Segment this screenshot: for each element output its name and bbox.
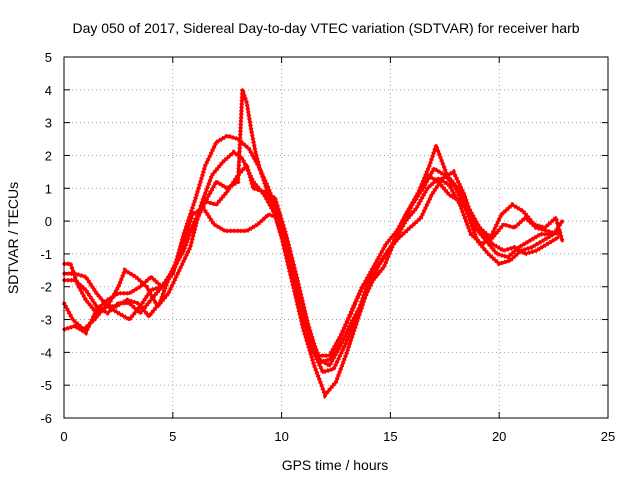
- ticks: [63, 56, 609, 419]
- x-tick-label: 5: [169, 429, 176, 444]
- x-tick-labels: 0 5 10 15 20 25: [60, 429, 615, 444]
- x-tick-label: 25: [601, 429, 615, 444]
- x-tick-label: 20: [492, 429, 506, 444]
- y-tick-label: 1: [45, 181, 52, 196]
- y-tick-label: 4: [45, 83, 52, 98]
- y-tick-label: 2: [45, 148, 52, 163]
- chart-title: Day 050 of 2017, Sidereal Day-to-day VTE…: [72, 20, 579, 36]
- x-tick-label: 10: [274, 429, 288, 444]
- y-tick-label: -6: [40, 411, 52, 426]
- plot-frame: [63, 56, 609, 419]
- y-tick-label: -4: [40, 345, 52, 360]
- y-tick-label: -3: [40, 313, 52, 328]
- y-tick-label: -2: [40, 280, 52, 295]
- series-line: [62, 88, 564, 364]
- x-axis-label: GPS time / hours: [282, 457, 389, 473]
- y-tick-label: -1: [40, 247, 52, 262]
- y-tick-label: -5: [40, 378, 52, 393]
- series-track-5: [62, 88, 565, 365]
- x-tick-label: 15: [383, 429, 397, 444]
- series-layer: [62, 88, 565, 400]
- x-tick-label: 0: [60, 429, 67, 444]
- y-tick-label: 0: [45, 214, 52, 229]
- series-markers: [62, 168, 561, 375]
- y-tick-label: 5: [45, 50, 52, 65]
- series-track-3: [62, 168, 562, 375]
- y-tick-labels: -6 -5 -4 -3 -2 -1 0 1 2 3 4 5: [40, 50, 52, 426]
- y-axis-label: SDTVAR / TECUs: [5, 182, 21, 294]
- y-tick-label: 3: [45, 116, 52, 131]
